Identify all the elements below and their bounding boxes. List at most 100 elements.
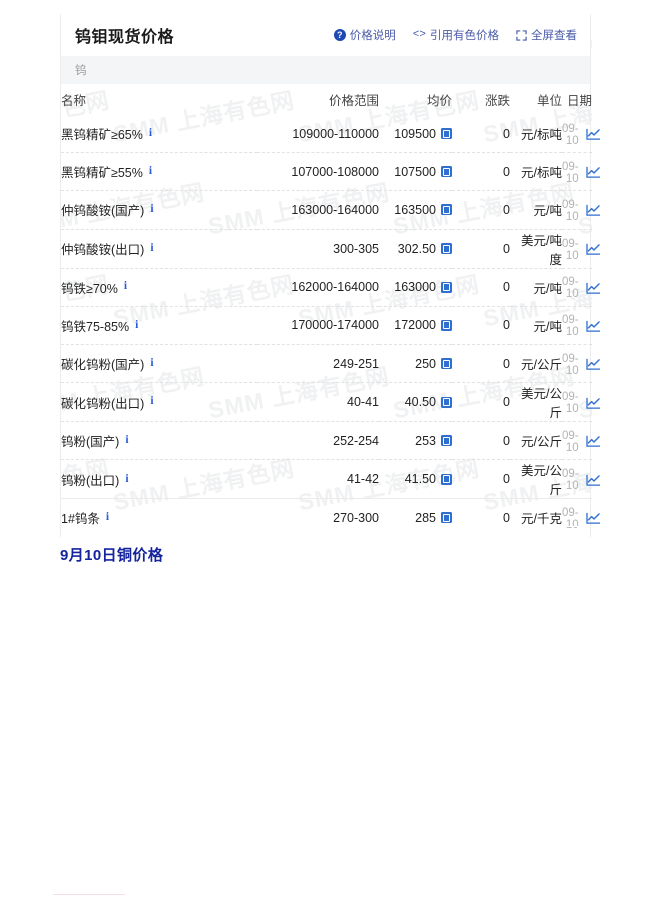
table-row[interactable]: 钨粉(出口) i 41-42 41.50 0 美元/公斤 09-10	[61, 460, 600, 499]
info-icon[interactable]: i	[125, 433, 129, 446]
line-chart-icon[interactable]	[585, 358, 601, 371]
cell-date: 09-10	[562, 498, 600, 537]
date-wrapper: 09-10	[562, 238, 601, 262]
product-name: 仲钨酸铵(出口)	[61, 243, 145, 258]
cell-name: 黑钨精矿≥55% i	[61, 153, 257, 191]
date-value: 09-10	[562, 198, 579, 223]
line-chart-icon[interactable]	[585, 320, 601, 333]
average-price-value: 163000	[394, 280, 436, 295]
copy-icon[interactable]	[441, 512, 452, 524]
table-row[interactable]: 碳化钨粉(出口) i 40-41 40.50 0 美元/公斤 09-10	[61, 383, 600, 422]
cell-change: 0	[503, 202, 510, 217]
line-chart-icon[interactable]	[585, 435, 601, 448]
line-chart-icon[interactable]	[585, 128, 601, 141]
cell-date: 09-10	[562, 344, 600, 382]
copy-icon[interactable]	[441, 319, 452, 331]
info-icon[interactable]: i	[150, 241, 154, 254]
info-icon[interactable]: i	[105, 511, 110, 524]
average-price-value: 41.50	[404, 472, 436, 487]
line-chart-icon[interactable]	[585, 243, 601, 256]
fullscreen-label: 全屏查看	[531, 30, 577, 42]
name-wrapper: 仲钨酸铵(出口) i	[61, 239, 154, 258]
line-chart-icon[interactable]	[585, 474, 601, 487]
copy-icon[interactable]	[441, 281, 452, 293]
info-icon[interactable]: i	[150, 395, 154, 408]
average-price-value: 40.50	[404, 395, 436, 410]
average-price-value: 163500	[394, 202, 436, 217]
name-wrapper: 黑钨精矿≥55% i	[61, 162, 152, 181]
table-row[interactable]: 1#钨条 i 270-300 285 0 元/千克 09-10	[61, 498, 600, 537]
table-row[interactable]: 黑钨精矿≥65% i 109000-110000 109500 0 元/标吨 09-10	[61, 115, 600, 153]
copy-icon[interactable]	[441, 358, 452, 370]
date-value: 09-10	[562, 237, 579, 262]
line-chart-icon[interactable]	[585, 282, 601, 295]
cell-date: 09-10	[562, 115, 600, 153]
info-icon[interactable]: i	[125, 472, 129, 485]
cell-change: 0	[503, 433, 510, 448]
cell-unit: 元/吨	[533, 204, 562, 219]
quote-nonferrous-price-label: 引用有色价格	[430, 30, 499, 42]
cell-name: 钨铁≥70% i	[61, 268, 257, 306]
table-row[interactable]: 仲钨酸铵(国产) i 163000-164000 163500 0 元/吨 09-10	[61, 191, 600, 230]
column-header-avg: 均价	[426, 94, 452, 108]
copy-icon[interactable]	[441, 243, 452, 255]
price-table-header: 名称 价格范围 均价 涨跌 单位 日期	[61, 84, 592, 115]
quote-nonferrous-price-link[interactable]: <> 引用有色价格	[413, 27, 499, 43]
fullscreen-link[interactable]: 全屏查看	[516, 27, 577, 43]
line-chart-icon[interactable]	[585, 166, 601, 179]
average-price-wrapper: 107500	[394, 165, 452, 179]
group-band-label: 钨	[75, 65, 87, 77]
cell-price-range: 40-41	[347, 395, 379, 410]
average-price-value: 107500	[394, 164, 436, 179]
cell-date: 09-10	[562, 229, 600, 268]
info-icon[interactable]: i	[150, 356, 154, 369]
copy-icon[interactable]	[441, 204, 452, 216]
price-description-link[interactable]: ? 价格说明	[333, 27, 396, 43]
info-icon[interactable]: i	[150, 203, 154, 216]
cell-unit: 元/标吨	[521, 128, 562, 143]
info-icon[interactable]: i	[148, 126, 153, 139]
card-bottom-edge	[60, 526, 591, 527]
average-price-value: 172000	[394, 318, 436, 333]
info-icon[interactable]: i	[135, 318, 139, 331]
table-row[interactable]: 钨铁75-85% i 170000-174000 172000 0 元/吨 09-10	[61, 306, 600, 345]
table-row[interactable]: 黑钨精矿≥55% i 107000-108000 107500 0 元/标吨 09-10	[61, 153, 600, 191]
line-chart-icon[interactable]	[585, 397, 601, 410]
date-value: 09-10	[562, 506, 579, 531]
info-icon[interactable]: i	[123, 280, 128, 293]
average-price-wrapper: 172000	[394, 318, 452, 332]
average-price-wrapper: 163000	[394, 280, 452, 294]
average-price-wrapper: 40.50	[405, 395, 452, 409]
product-name: 仲钨酸铵(国产)	[61, 204, 145, 219]
table-row[interactable]: 钨粉(国产) i 252-254 253 0 元/公斤 09-10	[61, 422, 600, 460]
date-wrapper: 09-10	[562, 314, 601, 338]
info-icon[interactable]: i	[148, 165, 153, 178]
table-row[interactable]: 碳化钨粉(国产) i 249-251 250 0 元/公斤 09-10	[61, 344, 600, 383]
cell-unit: 美元/吨度	[521, 233, 562, 267]
column-header-name: 名称	[61, 94, 87, 108]
line-chart-icon[interactable]	[585, 512, 601, 525]
cell-unit: 元/吨	[533, 281, 562, 296]
cell-name: 仲钨酸铵(出口) i	[61, 229, 257, 268]
copy-icon[interactable]	[441, 128, 452, 140]
copy-icon[interactable]	[441, 473, 452, 485]
fullscreen-icon	[516, 29, 527, 41]
product-name: 1#钨条	[61, 512, 100, 527]
name-wrapper: 钨粉(出口) i	[61, 470, 129, 489]
table-row[interactable]: 仲钨酸铵(出口) i 300-305 302.50 0 美元/吨度 09-10	[61, 229, 600, 269]
date-wrapper: 09-10	[562, 199, 601, 223]
cell-name: 碳化钨粉(国产) i	[61, 344, 257, 382]
line-chart-icon[interactable]	[585, 204, 601, 217]
cell-price-range: 252-254	[333, 433, 379, 448]
table-row[interactable]: 钨铁≥70% i 162000-164000 163000 0 元/吨 09-10	[61, 268, 600, 307]
copy-icon[interactable]	[441, 435, 452, 447]
cell-price-range: 162000-164000	[291, 280, 379, 295]
group-band-tungsten: 钨	[61, 56, 590, 84]
cell-change: 0	[452, 498, 510, 537]
column-header-change: 涨跌	[484, 94, 510, 108]
column-header-range: 价格范围	[328, 94, 379, 108]
name-wrapper: 钨铁75-85% i	[61, 316, 138, 335]
date-wrapper: 09-10	[562, 353, 601, 377]
copy-icon[interactable]	[441, 166, 452, 178]
copy-icon[interactable]	[441, 396, 452, 408]
